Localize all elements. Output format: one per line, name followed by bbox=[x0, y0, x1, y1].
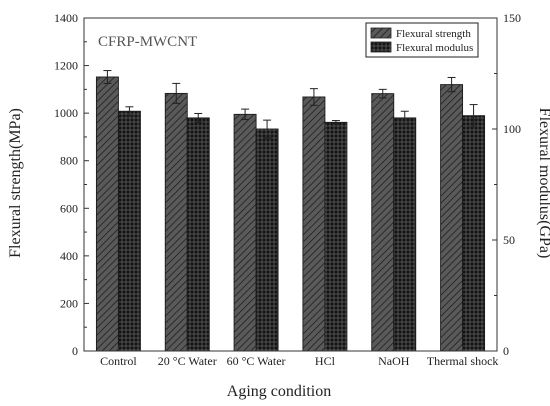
bar-flexural-strength-1 bbox=[164, 92, 188, 352]
plot-area: 0 200 400 600 800 1000 1200 1400 0 50 100 150 Contro… bbox=[54, 11, 521, 368]
y-tick-label-left-5: 1000 bbox=[54, 106, 78, 120]
legend-swatch-flexural-modulus bbox=[370, 41, 392, 53]
x-tick-label-0: Control bbox=[100, 354, 137, 368]
y-axis-label-left: Flexural strength(MPa) bbox=[7, 108, 24, 258]
y-tick-label-left-3: 600 bbox=[60, 201, 78, 215]
bar-flexural-modulus-2 bbox=[255, 128, 279, 352]
plot-frame bbox=[83, 17, 498, 352]
x-axis-label: Aging condition bbox=[227, 383, 331, 400]
bar-flexural-strength-4 bbox=[371, 93, 395, 352]
y-axis-label-right: Flexural modulus(GPa) bbox=[536, 108, 550, 259]
y-tick-label-left-2: 400 bbox=[60, 249, 78, 263]
bar-flexural-modulus-5 bbox=[462, 115, 486, 352]
legend: Flexural strength Flexural modulus bbox=[365, 22, 479, 58]
bar-flexural-strength-3 bbox=[302, 96, 326, 352]
bar-flexural-modulus-1 bbox=[186, 117, 210, 352]
bar-flexural-modulus-4 bbox=[393, 117, 417, 352]
y-tick-label-left-0: 0 bbox=[72, 344, 78, 358]
bar-flexural-strength-2 bbox=[233, 113, 257, 352]
chart-annotation: CFRP-MWCNT bbox=[98, 34, 197, 50]
y-tick-label-left-6: 1200 bbox=[54, 59, 78, 73]
x-tick-label-1: 20 °C Water bbox=[158, 354, 217, 368]
y-tick-label-left-7: 1400 bbox=[54, 11, 78, 25]
bar-flexural-strength-5 bbox=[440, 84, 464, 352]
legend-swatch-flexural-strength bbox=[370, 27, 392, 39]
x-tick-label-5: Thermal shock bbox=[427, 354, 499, 368]
y-tick-label-left-1: 200 bbox=[60, 296, 78, 310]
bar-flexural-strength-0 bbox=[95, 76, 119, 352]
x-tick-label-2: 60 °C Water bbox=[227, 354, 286, 368]
y-tick-label-right-0: 0 bbox=[503, 344, 509, 358]
legend-label-flexural-strength: Flexural strength bbox=[396, 28, 471, 40]
bar-flexural-modulus-0 bbox=[117, 110, 141, 352]
y-tick-label-right-1: 50 bbox=[503, 233, 515, 247]
bar-flexural-modulus-3 bbox=[324, 121, 348, 352]
legend-label-flexural-modulus: Flexural modulus bbox=[396, 42, 473, 54]
y-tick-label-left-4: 800 bbox=[60, 154, 78, 168]
y-tick-label-right-2: 100 bbox=[503, 122, 521, 136]
y-tick-label-right-3: 150 bbox=[503, 11, 521, 25]
x-tick-label-4: NaOH bbox=[378, 354, 410, 368]
x-tick-label-3: HCl bbox=[315, 354, 336, 368]
